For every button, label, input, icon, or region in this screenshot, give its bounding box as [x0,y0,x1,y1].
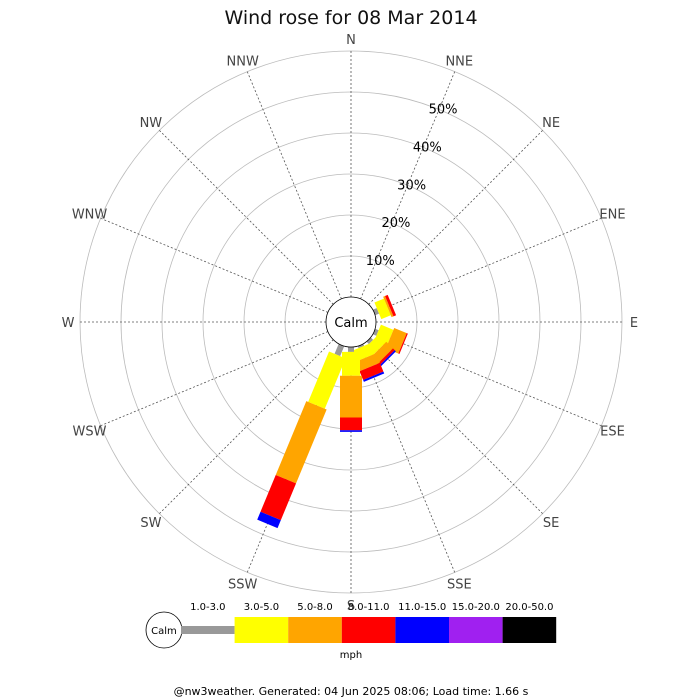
bar-ssw-5.0-8.0 [275,401,327,484]
calm-label: Calm [334,316,367,331]
bar-ssw-8.0-11.0 [260,474,297,521]
direction-label-ssw: SSW [228,577,258,592]
spoke-sw [159,339,334,514]
radial-tick-label: 30% [397,178,426,193]
bar-ese-3.0-5.0 [374,324,394,347]
legend-units: mph [340,650,362,661]
bar-ssw-1.0-3.0 [334,343,345,357]
direction-label-n: N [346,33,356,48]
legend-swatch-5.0-8.0 [288,617,342,643]
spoke-nnw [246,71,342,300]
legend-swatch-11.0-15.0 [395,617,449,643]
spoke-nne [360,71,456,300]
legend-swatch-1.0-3.0 [181,626,235,634]
radial-tick-label: 20% [381,216,410,231]
chart-title: Wind rose for 08 Mar 2014 [224,7,477,29]
footer-text: @nw3weather. Generated: 04 Jun 2025 08:0… [174,685,529,698]
calm-circle [325,296,377,348]
bar-ene-8.0-11.0 [385,294,397,317]
spoke-wnw [100,217,329,313]
bar-sse-5.0-8.0 [355,353,380,372]
legend-label: 20.0-50.0 [505,602,553,613]
bar-sse-8.0-11.0 [359,362,384,380]
bar-se-11.0-15.0 [379,350,396,367]
spoke-ene [373,217,602,313]
direction-label-nw: NW [140,116,163,131]
spoke-nw [159,130,334,305]
direction-label-wsw: WSW [73,424,107,439]
speed-legend: Calm 1.0-3.0 3.0-5.0 5.0-8.0 8.0-11.0 11.0-1… [145,602,557,661]
grid-circle [202,173,500,471]
legend-label: 1.0-3.0 [190,602,225,613]
spoke-sse [360,344,456,573]
bar-se-1.0-3.0 [366,337,374,345]
bar-ssw-3.0-5.0 [308,351,346,409]
direction-label-ene: ENE [599,208,625,223]
direction-label-s: S [347,599,355,614]
radial-tick-label: 50% [429,103,458,118]
legend-swatch-15.0-20.0 [449,617,503,643]
legend-label: 5.0-8.0 [297,602,332,613]
bar-ese-5.0-8.0 [385,327,407,354]
bar-se-3.0-5.0 [364,335,385,356]
direction-label-se: SE [543,516,559,531]
legend-calm-label: Calm [151,626,177,637]
radial-tick-label: 10% [366,254,395,269]
direction-label-sw: SW [140,516,161,531]
direction-label-sse: SSE [447,577,472,592]
legend-swatch-8.0-11.0 [341,617,396,643]
legend-swatch-3.0-5.0 [234,617,289,643]
bar-ene-1.0-3.0 [372,308,380,316]
bar-ene-5.0-8.0 [383,295,394,318]
bar-ene-3.0-5.0 [374,298,391,320]
spoke-ese [373,331,602,427]
bar-ese-1.0-3.0 [372,328,379,336]
wind-bars [257,294,408,529]
legend-label: 11.0-15.0 [398,602,446,613]
direction-label-ne: NE [542,116,560,131]
bar-se-5.0-8.0 [370,341,393,364]
radial-tick-labels: 10% 20% 30% 40% 50% [366,103,458,270]
direction-labels: N NNE NE ENE E ESE SE SSE S SSW SW WSW W WNW NW NNW [62,33,639,614]
legend-swatch-20.0-50.0 [502,617,557,643]
direction-label-w: W [62,316,75,331]
direction-label-nnw: NNW [227,55,259,70]
direction-label-wnw: WNW [72,208,108,223]
bar-sse-11.0-15.0 [363,371,385,382]
direction-label-nne: NNE [445,55,473,70]
spoke-wsw [100,331,329,427]
direction-label-ese: ESE [600,424,625,439]
radial-tick-label: 40% [413,140,442,155]
bar-se-8.0-11.0 [377,348,395,366]
direction-label-e: E [630,316,638,331]
legend-label: 15.0-20.0 [452,602,500,613]
spoke-ne [368,130,543,305]
spoke-se [368,339,543,514]
bar-ssw-11.0-15.0 [257,511,281,529]
legend-label: 3.0-5.0 [244,602,279,613]
legend-label: 8.0-11.0 [348,602,390,613]
bar-sse-3.0-5.0 [353,343,375,362]
